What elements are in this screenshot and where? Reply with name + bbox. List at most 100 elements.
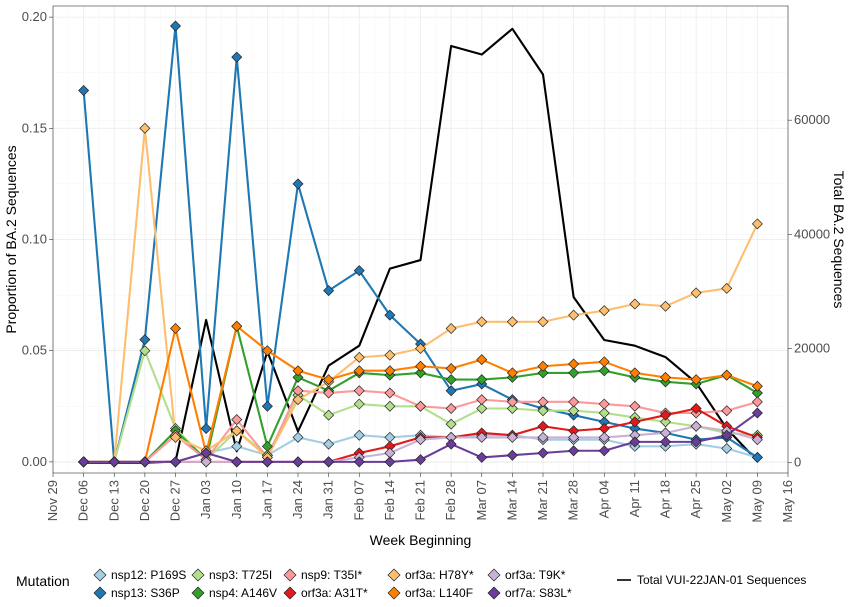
point-nsp13-s36p: [231, 51, 243, 63]
legend-label: orf3a: A31T*: [301, 586, 368, 600]
legend-key-orf3a-l140f: [387, 586, 401, 600]
legend-key-nsp9-t35i: [283, 568, 297, 582]
point-nsp13-s36p: [384, 309, 396, 321]
legend-key-nsp12-p169s: [93, 568, 107, 582]
point-orf3a-h78y: [292, 394, 304, 406]
y2-tick-label: 0: [794, 455, 801, 470]
x-tick-label: Apr 04: [596, 480, 611, 518]
x-tick-label: Jan 31: [321, 480, 336, 519]
legend-key-nsp3-t725i: [191, 568, 205, 582]
point-orf3a-h78y: [537, 316, 549, 328]
point-orf3a-l140f: [231, 320, 243, 332]
point-orf3a-a31t: [629, 416, 641, 428]
point-nsp9-t35i: [445, 403, 457, 415]
point-orf3a-l140f: [751, 380, 763, 392]
total-sequences-layer: [83, 27, 759, 464]
point-nsp13-s36p: [353, 265, 365, 277]
point-orf7a-s83l: [292, 456, 304, 468]
total-sequences-line: [83, 27, 759, 464]
point-nsp13-s36p: [78, 85, 90, 96]
y2-tick-label: 20000: [794, 341, 830, 356]
point-orf3a-a31t: [690, 403, 702, 415]
x-tick-label: Dec 13: [106, 480, 121, 521]
x-tick-label: Nov 29: [45, 480, 60, 521]
point-orf3a-h78y: [445, 322, 457, 334]
point-nsp3-t725i: [384, 400, 396, 412]
x-tick-label: Jan 10: [229, 480, 244, 519]
legend: Mutation nsp12: P169S nsp13: S36P nsp3: T7…: [16, 568, 806, 600]
point-orf7a-s83l: [323, 456, 335, 468]
point-nsp12-p169s: [231, 440, 243, 452]
y-tick-label: 0.10: [22, 232, 47, 247]
point-nsp4-a146v: [261, 440, 273, 452]
x-axis-label: Week Beginning: [370, 532, 472, 548]
y2-axis-label: Total BA.2 Sequences: [831, 171, 847, 309]
point-orf3a-l140f: [353, 365, 365, 377]
point-orf7a-s83l: [629, 436, 641, 448]
y-tick-label: 0.20: [22, 9, 47, 24]
x-tick-label: Jan 03: [198, 480, 213, 519]
point-nsp3-t725i: [353, 398, 365, 410]
point-nsp4-a146v: [598, 365, 610, 377]
point-nsp3-t725i: [506, 403, 518, 415]
point-orf7a-s83l: [170, 456, 181, 468]
x-tick-label: Dec 06: [76, 480, 91, 521]
axes: 0.00 0.05 0.10 0.15 0.20 0 20000 40000 60000 Nov …: [22, 9, 830, 523]
legend-key-orf7a-s83l: [487, 586, 501, 600]
legend-label: orf3a: H78Y*: [405, 568, 474, 582]
legend-label: orf3a: T9K*: [505, 568, 566, 582]
point-orf3a-t9k: [200, 456, 212, 468]
point-nsp9-t35i: [721, 405, 733, 417]
legend-key-nsp4-a146v: [191, 586, 205, 600]
x-tick-label: May 09: [749, 480, 764, 523]
y-axis-label: Proportion of BA.2 Sequences: [3, 145, 19, 333]
point-orf7a-s83l: [78, 456, 90, 468]
legend-key-orf3a-t9k: [487, 568, 501, 582]
point-nsp4-a146v: [568, 367, 580, 379]
point-orf3a-l140f: [261, 345, 273, 357]
point-nsp9-t35i: [353, 385, 365, 397]
legend-label-total: Total VUI-22JAN-01 Sequences: [637, 573, 806, 587]
point-orf3a-t9k: [568, 431, 580, 443]
x-tick-label: Apr 25: [688, 480, 703, 518]
point-orf3a-l140f: [506, 367, 518, 379]
point-orf7a-s83l: [751, 407, 763, 419]
point-nsp4-a146v: [537, 367, 549, 379]
point-orf7a-s83l: [537, 447, 549, 459]
point-orf7a-s83l: [476, 451, 488, 463]
x-tick-label: May 16: [780, 480, 795, 523]
legend-key-nsp13-s36p: [93, 586, 107, 600]
x-tick-label: Jan 24: [290, 480, 305, 519]
point-nsp4-a146v: [445, 374, 457, 386]
point-orf3a-l140f: [292, 365, 304, 377]
point-nsp12-p169s: [721, 443, 733, 455]
legend-label: orf7a: S83L*: [505, 586, 572, 600]
legend-label: nsp9: T35I*: [301, 568, 362, 582]
point-orf7a-s83l: [690, 436, 702, 448]
x-tick-label: Feb 07: [351, 480, 366, 520]
point-orf3a-h78y: [721, 282, 733, 294]
point-nsp3-t725i: [323, 409, 335, 421]
point-nsp13-s36p: [292, 178, 304, 190]
x-tick-label: Dec 27: [168, 480, 183, 521]
series-points: [78, 20, 763, 468]
point-nsp9-t35i: [231, 414, 243, 426]
point-orf3a-l140f: [629, 367, 641, 379]
point-nsp12-p169s: [353, 429, 365, 441]
point-nsp13-s36p: [200, 423, 212, 435]
point-nsp3-t725i: [660, 416, 671, 428]
point-orf7a-s83l: [200, 447, 212, 459]
legend-key-orf3a-a31t: [283, 586, 297, 600]
point-nsp9-t35i: [598, 398, 610, 410]
legend-title: Mutation: [16, 573, 70, 589]
point-orf3a-l140f: [598, 356, 610, 368]
legend-label: nsp13: S36P: [111, 586, 180, 600]
point-orf7a-s83l: [598, 445, 610, 457]
point-orf7a-s83l: [506, 449, 518, 461]
point-nsp4-a146v: [476, 374, 488, 386]
point-orf3a-h78y: [568, 309, 580, 321]
point-nsp12-p169s: [292, 431, 304, 443]
point-orf3a-h78y: [506, 316, 518, 328]
point-nsp13-s36p: [261, 400, 273, 412]
point-orf3a-h78y: [139, 122, 151, 134]
